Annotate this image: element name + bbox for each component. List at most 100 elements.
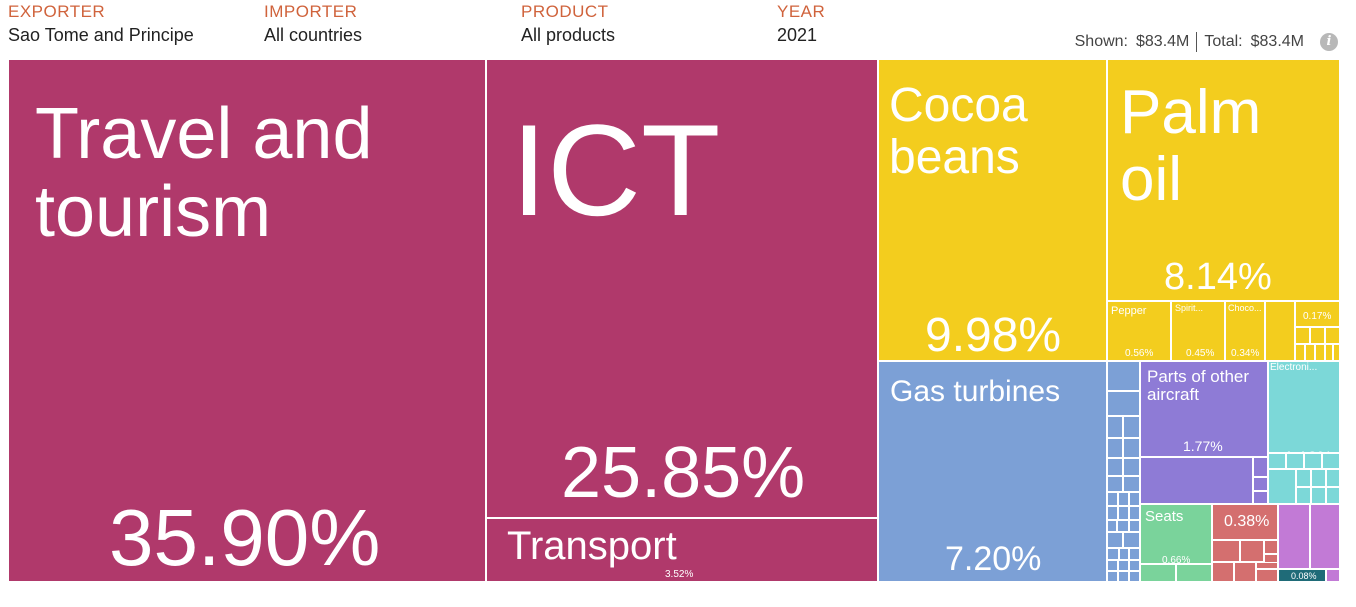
- treemap-cell-small[interactable]: [1129, 492, 1140, 506]
- treemap-cell-small[interactable]: [1311, 469, 1326, 487]
- treemap-cell-small[interactable]: [1129, 506, 1140, 520]
- treemap-cell-small[interactable]: [1325, 344, 1333, 361]
- treemap-cell-small[interactable]: [1107, 492, 1118, 506]
- treemap-cell-small[interactable]: [1140, 457, 1253, 504]
- treemap-cell-small[interactable]: [1304, 453, 1322, 469]
- info-icon[interactable]: i: [1320, 33, 1338, 51]
- treemap-cell[interactable]: Palm oil 8.14%: [1107, 59, 1340, 301]
- treemap-cell[interactable]: Parts of other aircraft 1.77%: [1140, 361, 1268, 457]
- treemap-cell-small[interactable]: [1107, 458, 1123, 476]
- treemap-cell-small[interactable]: [1118, 506, 1129, 520]
- treemap-cell[interactable]: Electroni... 1.10%: [1268, 361, 1340, 453]
- treemap-cell[interactable]: Seats 0.66%: [1140, 504, 1212, 564]
- treemap-cell-small[interactable]: [1234, 562, 1256, 582]
- treemap-cell-small[interactable]: [1118, 571, 1129, 582]
- treemap-cell-share: 0.38%: [1224, 513, 1270, 530]
- treemap-cell[interactable]: 0.17%: [1295, 301, 1340, 327]
- treemap-cell-small[interactable]: [1265, 301, 1295, 361]
- treemap-cell-small[interactable]: [1123, 532, 1140, 548]
- treemap-cell-small[interactable]: [1176, 564, 1212, 582]
- treemap-cell-small[interactable]: [1107, 548, 1119, 560]
- importer-value[interactable]: All countries: [264, 25, 363, 45]
- treemap-cell-small[interactable]: [1107, 476, 1123, 492]
- treemap-cell-small[interactable]: [1253, 457, 1268, 477]
- treemap-cell-small[interactable]: [1310, 504, 1340, 569]
- treemap-cell-small[interactable]: [1107, 506, 1118, 520]
- treemap-cell-small[interactable]: [1129, 571, 1140, 582]
- treemap-cell-small[interactable]: [1118, 560, 1129, 571]
- treemap-cell-small[interactable]: [1117, 520, 1129, 532]
- treemap-cell-small[interactable]: [1286, 453, 1304, 469]
- exporter-filter[interactable]: EXPORTER Sao Tome and Principe: [8, 2, 194, 48]
- treemap-cell-small[interactable]: [1129, 560, 1140, 571]
- treemap-cell[interactable]: Gas turbines 7.20%: [878, 361, 1107, 582]
- treemap-cell[interactable]: Cocoa beans 9.98%: [878, 59, 1107, 361]
- treemap-cell-small[interactable]: [1212, 562, 1234, 582]
- treemap-cell[interactable]: Spirit... 0.45%: [1171, 301, 1225, 361]
- treemap-cell-label: Choco...: [1228, 303, 1262, 313]
- treemap-chart: Travel and tourism 35.90% ICT 25.85% Transpo…: [8, 59, 1340, 582]
- treemap-cell-label: Seats: [1145, 508, 1184, 525]
- treemap-cell-small[interactable]: [1325, 327, 1340, 344]
- treemap-cell-label: Travel and tourism: [35, 94, 373, 252]
- treemap-cell-small[interactable]: [1123, 438, 1140, 458]
- treemap-cell-small[interactable]: [1333, 344, 1340, 361]
- treemap-cell-small[interactable]: [1107, 438, 1123, 458]
- treemap-cell-small[interactable]: [1212, 540, 1240, 562]
- treemap-cell-small[interactable]: [1107, 520, 1117, 532]
- treemap-cell-small[interactable]: [1107, 571, 1118, 582]
- treemap-cell-small[interactable]: [1107, 361, 1140, 391]
- treemap-cell-small[interactable]: [1326, 487, 1340, 504]
- treemap-cell-small[interactable]: [1322, 453, 1340, 469]
- treemap-cell-small[interactable]: [1119, 548, 1129, 560]
- treemap-cell-small[interactable]: [1315, 344, 1325, 361]
- treemap-cell-small[interactable]: [1123, 416, 1140, 438]
- treemap-cell-small[interactable]: [1107, 560, 1118, 571]
- treemap-cell-small[interactable]: [1253, 477, 1268, 491]
- treemap-cell[interactable]: Pepper 0.56%: [1107, 301, 1171, 361]
- treemap-cell[interactable]: 0.08%: [1278, 569, 1326, 582]
- treemap-cell-small[interactable]: [1107, 416, 1123, 438]
- treemap-cell-small[interactable]: [1253, 491, 1268, 504]
- treemap-cell[interactable]: Choco... 0.34%: [1225, 301, 1265, 361]
- treemap-cell-small[interactable]: [1326, 569, 1340, 582]
- product-filter[interactable]: PRODUCT All products: [521, 2, 615, 48]
- treemap-cell-small[interactable]: [1256, 569, 1278, 582]
- treemap-cell-small[interactable]: [1118, 492, 1129, 506]
- treemap-cell-small[interactable]: [1256, 562, 1278, 569]
- treemap-cell-small[interactable]: [1295, 344, 1305, 361]
- treemap-cell-label: Parts of other aircraft: [1147, 367, 1250, 405]
- treemap-cell-small[interactable]: [1296, 469, 1311, 487]
- treemap-cell-small[interactable]: [1268, 469, 1296, 504]
- importer-filter[interactable]: IMPORTER All countries: [264, 2, 362, 48]
- treemap-cell-small[interactable]: [1140, 564, 1176, 582]
- year-filter[interactable]: YEAR 2021: [777, 2, 825, 48]
- treemap-cell-small[interactable]: [1310, 327, 1325, 344]
- treemap-cell-small[interactable]: [1278, 504, 1310, 569]
- treemap-cell-small[interactable]: [1123, 476, 1140, 492]
- treemap-cell-small[interactable]: [1129, 520, 1140, 532]
- year-value[interactable]: 2021: [777, 25, 818, 45]
- treemap-cell-small[interactable]: [1268, 453, 1286, 469]
- treemap-cell[interactable]: Travel and tourism 35.90%: [8, 59, 486, 582]
- exporter-label: EXPORTER: [8, 2, 106, 21]
- treemap-cell-small[interactable]: [1123, 458, 1140, 476]
- year-label: YEAR: [777, 2, 826, 21]
- product-value[interactable]: All products: [521, 25, 616, 45]
- totals-bar: Shown: $83.4M Total: $83.4M i: [1075, 32, 1338, 52]
- treemap-cell-small[interactable]: [1129, 548, 1140, 560]
- treemap-cell-small[interactable]: [1311, 487, 1326, 504]
- treemap-cell-small[interactable]: [1305, 344, 1315, 361]
- treemap-cell-small[interactable]: [1326, 469, 1340, 487]
- exporter-value[interactable]: Sao Tome and Principe: [8, 25, 194, 45]
- treemap-cell-share: 0.17%: [1303, 311, 1332, 322]
- treemap-cell-small[interactable]: [1295, 327, 1310, 344]
- treemap-cell[interactable]: 0.38%: [1212, 504, 1278, 540]
- treemap-cell-small[interactable]: [1264, 540, 1278, 554]
- treemap-cell-small[interactable]: [1107, 532, 1123, 548]
- treemap-cell[interactable]: ICT 25.85%: [486, 59, 878, 518]
- treemap-cell-small[interactable]: [1107, 391, 1140, 416]
- treemap-cell-small[interactable]: [1240, 540, 1264, 562]
- treemap-cell-small[interactable]: [1296, 487, 1311, 504]
- treemap-cell[interactable]: Transport 3.52%: [486, 518, 878, 582]
